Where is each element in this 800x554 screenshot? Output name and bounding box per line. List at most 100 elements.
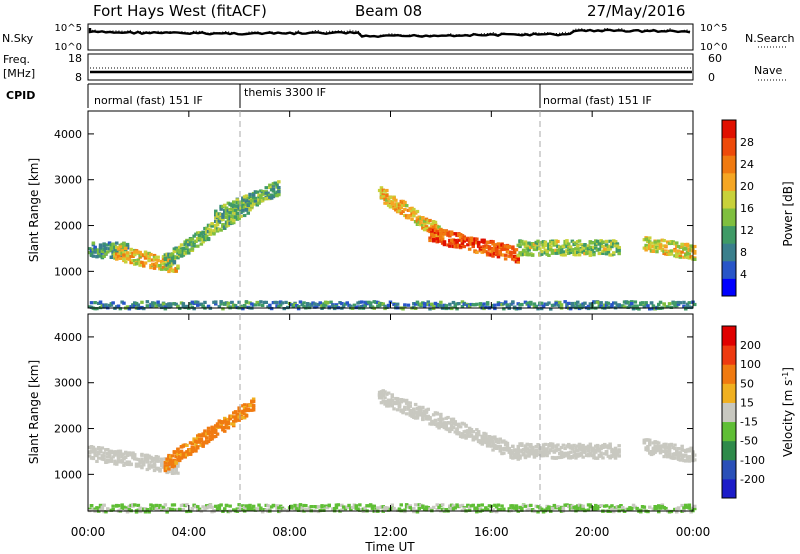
velocity-cell-5: [237, 503, 241, 507]
velocity-cell-5: [570, 504, 575, 508]
power-cell-6: [565, 245, 569, 249]
velocity-cell-1: [169, 461, 173, 465]
velocity-cell-5: [621, 508, 625, 512]
velocity-cell-3: [534, 454, 538, 458]
velocity-cell-5: [404, 503, 409, 507]
power-cell-8: [273, 300, 277, 304]
velocity-cell-1: [246, 404, 250, 408]
velocity-cell-2: [426, 414, 430, 418]
power-cell-0: [115, 241, 119, 245]
power-cell-5: [442, 240, 447, 244]
velocity-cell-3: [599, 454, 603, 458]
velocity-cell-1: [178, 458, 182, 463]
power-cell-0: [124, 254, 128, 258]
power-cell-8: [507, 305, 511, 309]
velocity-cell-0: [174, 467, 178, 471]
power-cell-5: [453, 241, 457, 245]
power-cell-7: [669, 240, 674, 244]
velocity-cell-1: [199, 443, 204, 447]
velocity-cell-1: [210, 429, 214, 433]
velocity-cell-1: [206, 426, 211, 430]
velocity-cell-5: [680, 503, 684, 508]
velocity-cell-3: [603, 452, 607, 456]
velocity-cell-1: [230, 414, 234, 418]
velocity-cell-5: [449, 507, 454, 511]
power-cell-7: [669, 241, 674, 245]
velocity-cell-4: [687, 449, 692, 453]
power-cell-6: [547, 242, 551, 246]
velocity-cell-4: [669, 442, 674, 446]
power-cell-6: [536, 242, 540, 246]
power-cell-2: [181, 247, 186, 251]
velocity-cell-5: [111, 508, 115, 512]
power-cell-6: [590, 247, 594, 252]
velocity-cell-1: [197, 433, 202, 437]
velocity-cell-5: [181, 503, 186, 507]
velocity-cell-5: [639, 510, 643, 514]
power-cell-1: [172, 269, 177, 273]
power-cell-2: [172, 260, 177, 264]
power-cell-6: [549, 242, 553, 246]
velocity-cell-1: [210, 427, 214, 431]
velocity-cell-1: [215, 422, 220, 426]
power-cell-1: [156, 259, 160, 263]
velocity-cell-1: [181, 455, 186, 459]
velocity-cell-0: [122, 457, 126, 461]
power-cell-8: [181, 304, 186, 308]
velocity-cell-5: [125, 508, 130, 512]
power-cell-8: [687, 301, 692, 305]
power-cell-6: [572, 248, 576, 252]
velocity-cell-2: [406, 401, 411, 405]
power-cell-6: [529, 242, 533, 246]
velocity-cell-4: [693, 458, 697, 462]
power-cell-4: [431, 225, 436, 229]
velocity-cell-5: [358, 503, 362, 507]
power-cell-4: [385, 201, 389, 205]
velocity-cell-2: [419, 407, 423, 411]
power-cell-1: [152, 266, 157, 270]
power-cell-6: [572, 250, 576, 254]
power-cell-7: [649, 249, 654, 253]
velocity-cell-3: [606, 454, 611, 458]
power-cell-8: [520, 302, 524, 307]
power-cell-8: [583, 301, 587, 305]
velocity-cell-0: [176, 461, 180, 466]
power-cell-5: [430, 232, 434, 236]
power-cell-6: [549, 248, 553, 252]
power-cell-6: [595, 239, 600, 243]
velocity-cell-2: [444, 427, 448, 431]
power-cell-4: [403, 207, 407, 212]
power-cell-0: [91, 241, 96, 245]
velocity-cell-5: [612, 508, 616, 512]
velocity-cell-5: [226, 510, 231, 514]
power-cell-8: [422, 302, 427, 306]
velocity-cell-1: [167, 461, 171, 465]
velocity-cell-3: [577, 454, 582, 458]
power-cell-0: [125, 244, 130, 249]
power-cell-5: [471, 244, 475, 249]
velocity-cell-0: [116, 449, 121, 453]
power-cell-5: [480, 240, 484, 244]
power-cell-6: [558, 250, 562, 254]
velocity-cell-2: [433, 411, 438, 415]
power-cell-3: [271, 189, 276, 193]
velocity-cell-0: [93, 451, 97, 455]
velocity-cell-5: [359, 508, 364, 512]
velocity-cell-3: [563, 446, 567, 451]
power-cell-2: [226, 223, 231, 227]
velocity-cell-2: [487, 438, 492, 443]
power-cell-8: [104, 303, 108, 307]
power-cell-8: [199, 302, 204, 307]
power-cell-5: [507, 254, 511, 258]
velocity-cell-5: [563, 503, 567, 507]
power-cell-8: [442, 303, 447, 307]
velocity-cell-5: [693, 504, 697, 508]
power-cell-6: [597, 247, 602, 251]
velocity-cell-5: [358, 508, 362, 512]
power-cell-3: [217, 212, 222, 216]
power-cell-3: [259, 189, 263, 193]
velocity-cell-5: [599, 504, 603, 508]
velocity-cell-0: [160, 457, 164, 461]
velocity-cell-2: [431, 420, 436, 424]
